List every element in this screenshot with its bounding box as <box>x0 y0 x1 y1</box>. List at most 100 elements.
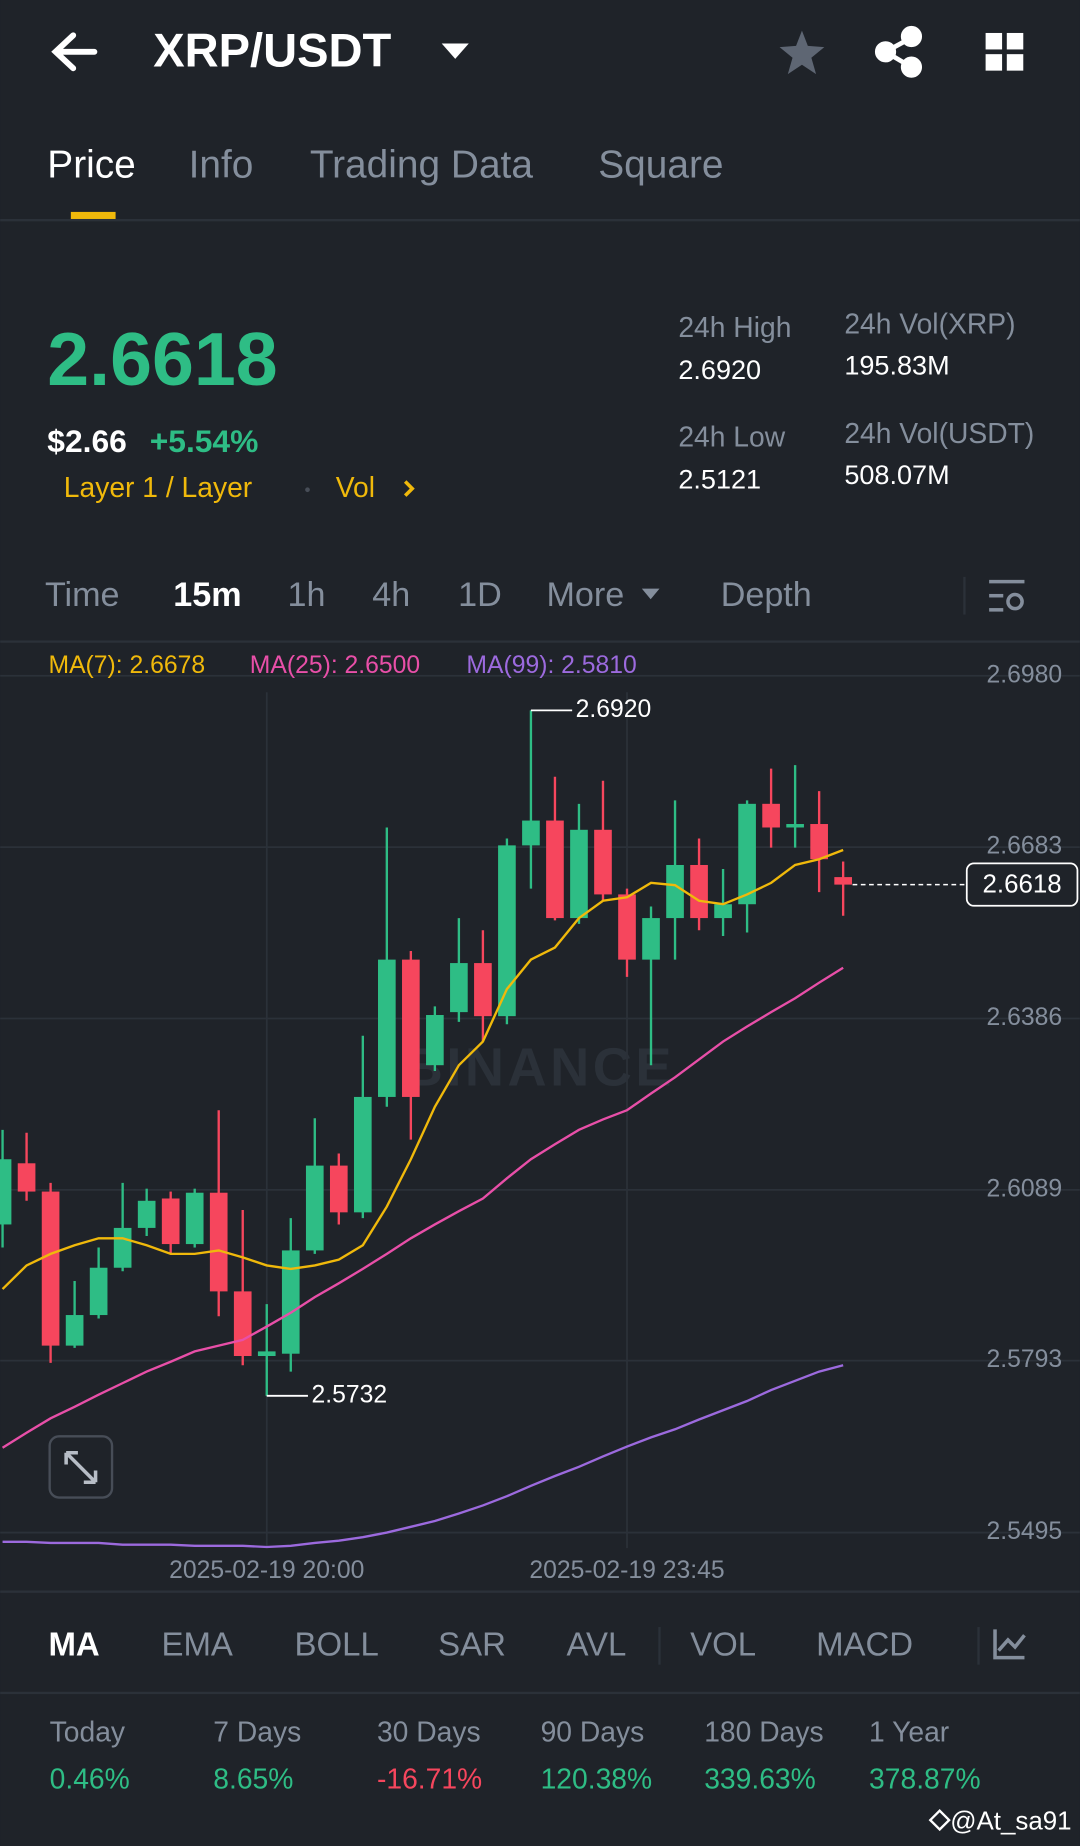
period-label: 7 Days <box>213 1716 301 1748</box>
candle-body <box>498 845 516 1017</box>
candle-body <box>137 1200 156 1228</box>
period-label: 90 Days <box>541 1716 645 1748</box>
interval[interactable]: 4h <box>372 576 410 614</box>
logo-mark <box>928 1809 951 1832</box>
candle-body <box>642 918 660 960</box>
candle-body <box>17 1163 36 1192</box>
interval[interactable]: 1D <box>458 576 502 614</box>
indicator[interactable]: AVL <box>566 1626 626 1663</box>
indicator-settings[interactable] <box>993 1629 1026 1660</box>
chevron <box>403 480 415 497</box>
period-change: 0.46% <box>50 1763 130 1795</box>
last-price-label: 2.6618 <box>983 871 1062 899</box>
indicator[interactable]: BOLL <box>295 1626 379 1663</box>
interval[interactable]: Time <box>45 576 120 614</box>
period-change: -16.71% <box>377 1763 482 1795</box>
interval[interactable]: 1h <box>287 576 325 614</box>
candle-body <box>810 824 828 860</box>
period-change: 120.38% <box>541 1763 653 1795</box>
favorite-star[interactable] <box>779 30 825 75</box>
last-price: 2.6618 <box>47 317 277 401</box>
period-label: Today <box>50 1716 126 1748</box>
candle-body <box>450 963 468 1013</box>
candle-body <box>666 864 684 919</box>
y-tick-label: 2.6683 <box>987 833 1063 860</box>
candle-body <box>378 959 396 1097</box>
usd-price: $2.66 <box>47 423 127 459</box>
period-change: 8.65% <box>213 1763 293 1795</box>
candle-body <box>185 1192 204 1245</box>
stat-value: 508.07M <box>844 459 949 490</box>
candle-body <box>426 1015 444 1066</box>
candle-body <box>690 864 708 919</box>
candle-body <box>41 1191 60 1346</box>
interval[interactable]: More <box>546 576 624 614</box>
tab[interactable]: Square <box>598 143 723 186</box>
candle-body <box>546 820 564 919</box>
candle-body <box>594 829 612 895</box>
tab-indicator <box>70 211 116 219</box>
menu-grid[interactable] <box>985 32 1024 71</box>
tab[interactable]: Trading Data <box>310 143 534 186</box>
stat-value: 195.83M <box>844 349 949 380</box>
candle-body <box>522 820 540 846</box>
indicator[interactable]: SAR <box>438 1626 506 1663</box>
candle-body <box>113 1227 132 1268</box>
last-price-box <box>965 862 1079 907</box>
low-label: 2.5732 <box>311 1381 387 1408</box>
tab[interactable]: Price <box>47 143 136 186</box>
ma-legend: MA(99): 2.5810 <box>466 652 636 679</box>
stat-value: 2.5121 <box>678 464 761 495</box>
interval[interactable]: Depth <box>721 576 812 614</box>
candle-body <box>402 959 420 1097</box>
pair-title[interactable]: XRP/USDT <box>153 24 391 77</box>
share-button[interactable] <box>874 25 923 78</box>
price-change: +5.54% <box>150 423 259 459</box>
candle-body <box>0 1159 12 1225</box>
candle-body <box>209 1192 228 1292</box>
candlestick-chart: BINANCE2.69802.66832.63862.60892.57932.5… <box>0 661 1080 1584</box>
indicator[interactable]: VOL <box>690 1626 756 1663</box>
stat-label: 24h Vol(XRP) <box>844 308 1015 340</box>
tab[interactable]: Info <box>189 143 254 186</box>
stat-label: 24h High <box>678 311 791 343</box>
period-label: 30 Days <box>377 1716 481 1748</box>
candle-body <box>353 1096 372 1213</box>
stat-label: 24h Low <box>678 421 785 453</box>
y-tick-label: 2.5495 <box>987 1518 1063 1545</box>
ma-legend: MA(7): 2.6678 <box>48 652 205 679</box>
fullscreen-button[interactable] <box>48 1435 114 1499</box>
separator-dot <box>305 487 310 493</box>
interval[interactable]: 15m <box>173 576 241 614</box>
indicator[interactable]: EMA <box>161 1626 232 1663</box>
back-button[interactable] <box>51 32 98 72</box>
pair-dropdown[interactable] <box>441 43 469 59</box>
chart-settings[interactable] <box>989 579 1025 612</box>
candle-body <box>233 1291 252 1357</box>
ma-line <box>1 966 844 1449</box>
performance-row: Today 0.46% 7 Days 8.65% 30 Days -16.71% 90 Da… <box>50 1716 981 1795</box>
period-change: 339.63% <box>704 1763 816 1795</box>
candle-body <box>834 877 852 885</box>
indicator[interactable]: MACD <box>816 1626 913 1663</box>
candle-body <box>305 1165 324 1251</box>
period-change: 378.87% <box>869 1763 981 1795</box>
stat-label: 24h Vol(USDT) <box>844 417 1034 449</box>
watermark: @At_sa91 <box>950 1807 1071 1835</box>
x-tick-label: 2025-02-19 23:45 <box>529 1557 724 1584</box>
category-tag[interactable]: Layer 1 / Layer <box>64 471 252 503</box>
candle-body <box>89 1267 108 1316</box>
x-tick-label: 2025-02-19 20:00 <box>169 1557 364 1584</box>
vol-tag[interactable]: Vol <box>336 471 375 503</box>
candle-body <box>762 803 780 828</box>
indicator[interactable]: MA <box>48 1626 99 1663</box>
candle-body <box>257 1351 276 1357</box>
candle-body <box>474 963 492 1017</box>
ma-legend: MA(25): 2.6500 <box>250 652 420 679</box>
ma-line <box>2 1364 844 1549</box>
period-label: 1 Year <box>869 1716 949 1748</box>
period-label: 180 Days <box>704 1716 823 1748</box>
